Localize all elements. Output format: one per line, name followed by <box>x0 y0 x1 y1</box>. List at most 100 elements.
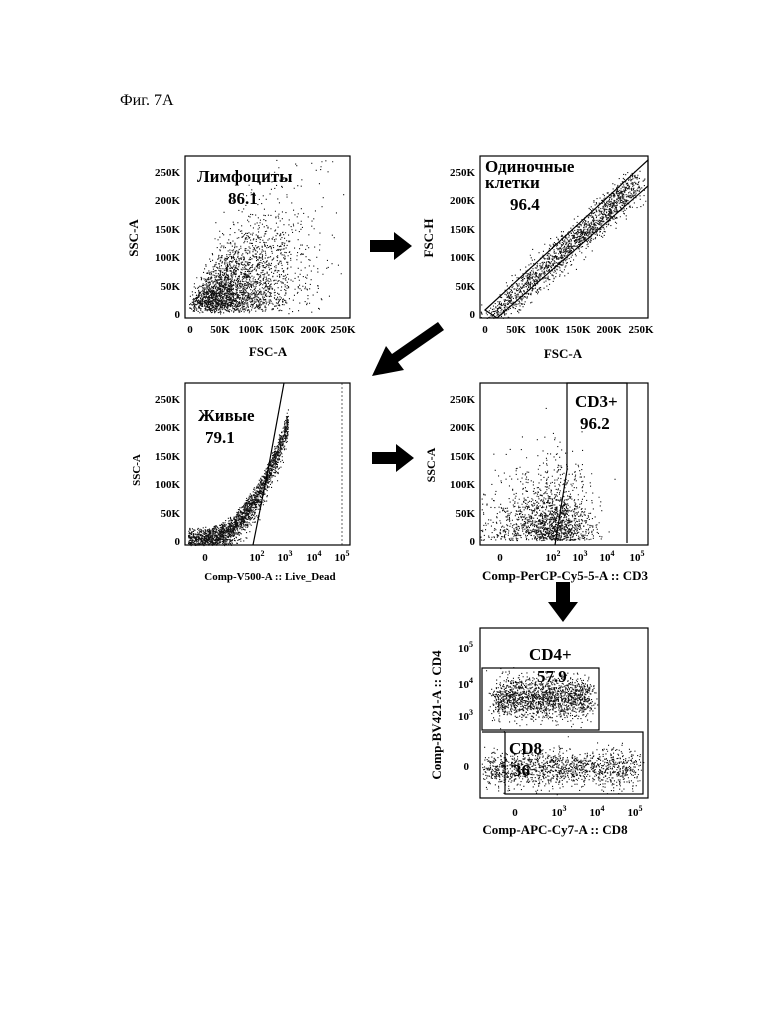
y-tick: 150K <box>450 224 476 236</box>
x-tick: 100K <box>238 324 264 336</box>
y-tick: 100K <box>450 479 476 491</box>
cd4-gate-value: 57.9 <box>537 667 567 686</box>
y-axis-label: SSC-A <box>131 454 143 486</box>
live-cells-plot: Живые 79.1 0 50K 100K 150K 200K 250K 0 1… <box>120 375 370 595</box>
x-tick: 103 <box>278 549 293 564</box>
y-tick: 200K <box>450 422 476 434</box>
x-tick-labels: 0 103 104 105 <box>512 804 642 819</box>
density-dots <box>188 409 289 546</box>
cd4-cd8-plot: CD4+ 57.9 CD8 36 0 103 104 105 0 103 104… <box>425 620 665 850</box>
dot-cloud <box>188 409 289 546</box>
x-tick: 250K <box>330 324 356 336</box>
y-tick: 103 <box>458 708 473 723</box>
y-tick-labels: 0 50K 100K 150K 200K 250K <box>450 394 476 548</box>
y-tick-labels: 0 50K 100K 150K 200K 250K <box>450 167 476 321</box>
x-tick: 0 <box>512 807 518 819</box>
y-tick: 100K <box>155 479 181 491</box>
x-axis-label: Comp-V500-A :: Live_Dead <box>204 571 335 583</box>
gate-name: Живые <box>198 406 255 425</box>
x-axis-label: Comp-APC-Cy7-A :: CD8 <box>482 822 628 837</box>
y-tick: 250K <box>450 167 476 179</box>
y-tick: 0 <box>175 309 181 321</box>
x-tick: 105 <box>335 549 350 564</box>
y-tick: 0 <box>470 536 476 548</box>
x-axis-label: Comp-PerCP-Cy5-5-A :: CD3 <box>482 568 649 583</box>
gate-value: 96.2 <box>580 414 610 433</box>
y-tick: 0 <box>464 761 470 773</box>
y-tick-labels: 0 50K 100K 150K 200K 250K <box>155 167 181 321</box>
x-tick: 150K <box>269 324 295 336</box>
gate-name-line2: клетки <box>485 173 540 192</box>
density-dots <box>482 667 645 795</box>
gate-value: 79.1 <box>205 428 235 447</box>
x-tick: 105 <box>630 549 645 564</box>
x-tick-labels: 0 102 103 104 105 <box>497 549 644 564</box>
x-tick: 50K <box>210 324 230 336</box>
figure-label: Фиг. 7A <box>120 92 174 110</box>
y-tick-labels: 0 50K 100K 150K 200K 250K <box>155 394 181 548</box>
cd4-gate-name: CD4+ <box>529 645 572 664</box>
y-tick: 50K <box>160 508 180 520</box>
x-tick: 0 <box>482 324 488 336</box>
cd3-plot: CD3+ 96.2 0 50K 100K 150K 200K 250K 0 10… <box>415 375 675 595</box>
x-axis-label: FSC-A <box>544 346 583 361</box>
gate-value: 86.1 <box>228 189 258 208</box>
y-tick: 200K <box>450 195 476 207</box>
y-axis-label: FSC-H <box>421 219 436 258</box>
arrow-right-icon <box>368 230 414 262</box>
x-tick: 200K <box>596 324 622 336</box>
y-axis-label: SSC-A <box>126 219 141 257</box>
x-tick: 50K <box>506 324 526 336</box>
x-tick: 103 <box>573 549 588 564</box>
y-axis-label: SSC-A <box>424 447 438 482</box>
y-tick: 105 <box>458 640 473 655</box>
x-tick: 200K <box>300 324 326 336</box>
x-tick: 100K <box>534 324 560 336</box>
x-tick-labels: 0 102 103 104 105 <box>202 549 349 564</box>
x-tick: 105 <box>628 804 643 819</box>
x-tick: 104 <box>307 549 322 564</box>
arrow-down-left-icon <box>368 322 448 380</box>
x-tick-labels: 0 50K 100K 150K 200K 250K <box>482 324 654 336</box>
cd8-gate-name: CD8 <box>509 739 542 758</box>
x-axis-label: FSC-A <box>249 344 288 359</box>
x-tick: 102 <box>250 549 265 564</box>
y-tick: 150K <box>450 451 476 463</box>
y-tick-labels: 0 103 104 105 <box>458 640 473 773</box>
x-tick: 104 <box>600 549 615 564</box>
live-gate <box>253 383 284 545</box>
y-tick: 104 <box>458 676 473 691</box>
x-tick: 150K <box>565 324 591 336</box>
x-tick: 103 <box>552 804 567 819</box>
y-axis-label: Comp-BV421-A :: CD4 <box>429 650 444 780</box>
x-tick: 0 <box>497 552 503 564</box>
dot-cloud <box>480 171 646 319</box>
gate-name: Лимфоциты <box>197 167 293 186</box>
x-tick: 102 <box>546 549 561 564</box>
single-cells-plot: Одиночные клетки 96.4 0 50K 100K 150K 20… <box>415 148 665 368</box>
x-tick: 0 <box>202 552 208 564</box>
x-tick: 250K <box>628 324 654 336</box>
cd8-gate-value: 36 <box>513 761 530 780</box>
gate-name: CD3+ <box>575 392 618 411</box>
gate-value: 96.4 <box>510 195 540 214</box>
x-tick: 104 <box>590 804 605 819</box>
y-tick: 50K <box>455 508 475 520</box>
y-tick: 250K <box>450 394 476 406</box>
y-tick: 50K <box>455 281 475 293</box>
y-tick: 200K <box>155 422 181 434</box>
y-tick: 250K <box>155 167 181 179</box>
dot-cloud <box>482 667 645 795</box>
y-tick: 0 <box>175 536 181 548</box>
y-tick: 50K <box>160 281 180 293</box>
x-tick-labels: 0 50K 100K 150K 200K 250K <box>187 324 356 336</box>
arrow-right-icon <box>370 442 416 474</box>
y-tick: 0 <box>470 309 476 321</box>
lymphocytes-plot: Лимфоциты 86.1 0 50K 100K 150K 200K 250K… <box>120 148 370 368</box>
y-tick: 100K <box>450 252 476 264</box>
density-dots <box>480 171 646 319</box>
y-tick: 150K <box>155 451 181 463</box>
y-tick: 150K <box>155 224 181 236</box>
arrow-down-icon <box>547 582 579 624</box>
y-tick: 100K <box>155 252 181 264</box>
